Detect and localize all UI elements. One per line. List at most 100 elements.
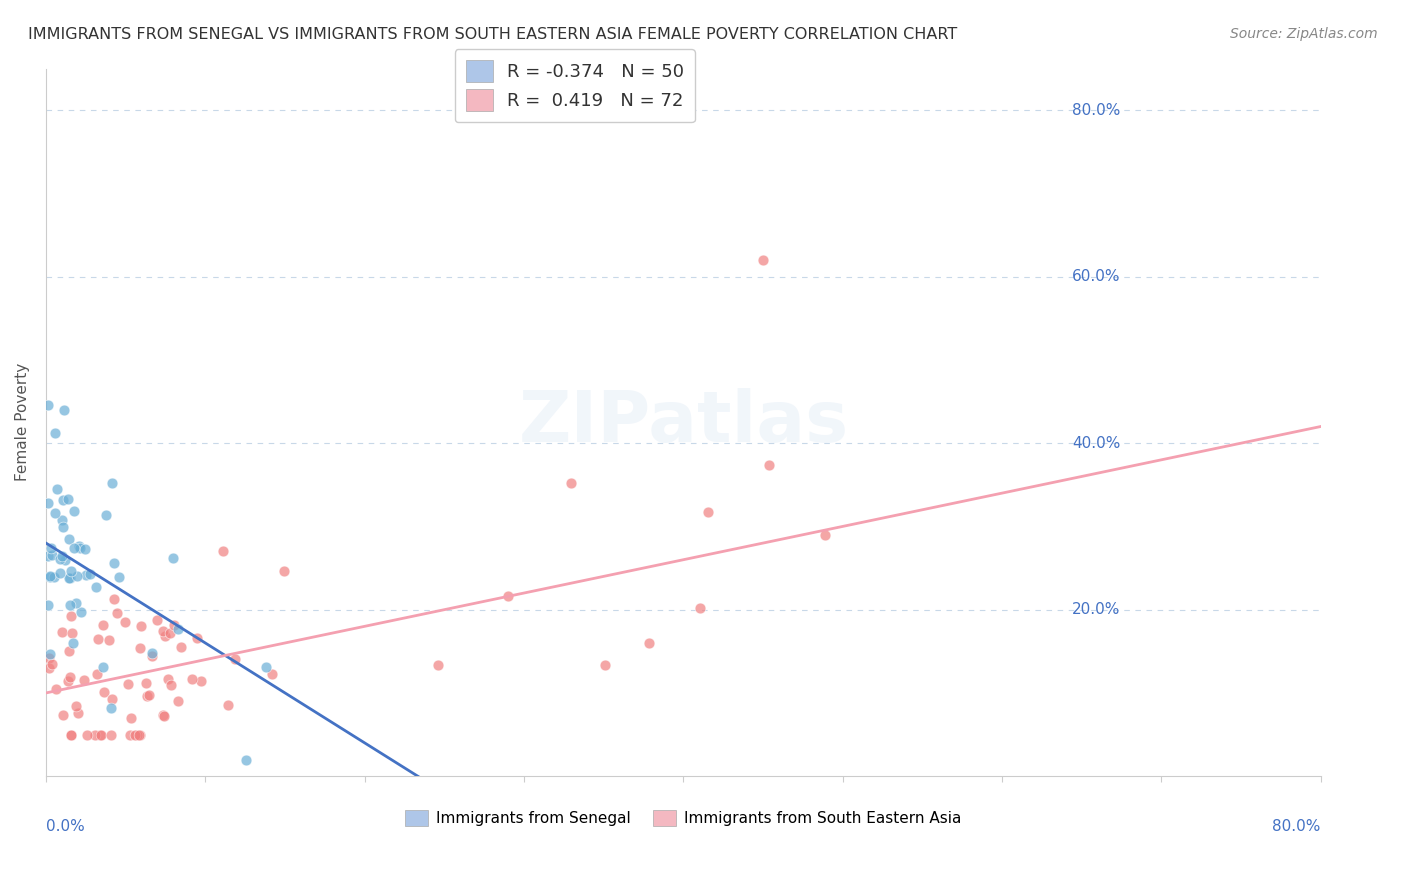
Point	[84, 580, 107, 594]
Point	[58, 571, 80, 585]
Point	[159, 626, 181, 640]
Point	[273, 564, 295, 578]
Point	[37, 397, 59, 411]
Point	[86, 667, 108, 681]
Point	[44, 506, 66, 520]
Text: Source: ZipAtlas.com: Source: ZipAtlas.com	[1230, 27, 1378, 41]
Point	[100, 692, 122, 706]
Point	[38, 647, 60, 661]
Point	[141, 647, 163, 661]
Point	[76, 727, 98, 741]
Point	[70, 605, 93, 619]
Point	[426, 658, 449, 673]
Point	[235, 753, 257, 767]
Point	[118, 727, 141, 741]
Point	[41, 549, 63, 563]
Point	[752, 252, 775, 267]
Point	[153, 629, 176, 643]
Point	[38, 661, 60, 675]
Y-axis label: Female Poverty: Female Poverty	[15, 363, 30, 482]
Point	[689, 600, 711, 615]
Point	[59, 670, 82, 684]
Point	[63, 541, 86, 555]
Point	[138, 688, 160, 702]
Point	[125, 727, 148, 741]
Point	[114, 615, 136, 629]
Point	[44, 426, 66, 441]
Text: ZIPatlas: ZIPatlas	[519, 388, 848, 457]
Point	[65, 699, 87, 714]
Point	[39, 541, 62, 555]
Point	[51, 513, 73, 527]
Point	[79, 567, 101, 582]
Point	[58, 532, 80, 546]
Point	[60, 727, 83, 741]
Point	[120, 711, 142, 725]
Point	[103, 591, 125, 606]
Point	[75, 567, 97, 582]
Point	[69, 541, 91, 555]
Point	[262, 666, 284, 681]
Point	[128, 727, 150, 741]
Point	[190, 673, 212, 688]
Point	[135, 676, 157, 690]
Point	[66, 706, 89, 720]
Point	[91, 617, 114, 632]
Point	[89, 727, 111, 741]
Point	[73, 673, 96, 687]
Point	[62, 635, 84, 649]
Point	[56, 492, 79, 507]
Point	[560, 475, 582, 490]
Point	[124, 727, 146, 741]
Point	[91, 660, 114, 674]
Point	[59, 598, 82, 612]
Point	[65, 595, 87, 609]
Point	[53, 552, 76, 566]
Text: 40.0%: 40.0%	[1073, 435, 1121, 450]
Point	[224, 652, 246, 666]
Point	[100, 701, 122, 715]
Point	[84, 727, 107, 741]
Point	[67, 539, 90, 553]
Point	[217, 698, 239, 712]
Point	[152, 624, 174, 638]
Point	[141, 649, 163, 664]
Point	[180, 672, 202, 686]
Text: 60.0%: 60.0%	[1073, 269, 1121, 285]
Text: 80.0%: 80.0%	[1073, 103, 1121, 118]
Point	[100, 727, 122, 741]
Point	[166, 694, 188, 708]
Point	[593, 658, 616, 673]
Point	[496, 589, 519, 603]
Point	[38, 569, 60, 583]
Point	[75, 542, 97, 557]
Point	[212, 544, 235, 558]
Point	[156, 673, 179, 687]
Point	[41, 657, 63, 671]
Point	[62, 504, 84, 518]
Point	[108, 570, 131, 584]
Point	[162, 551, 184, 566]
Point	[101, 475, 124, 490]
Point	[49, 566, 72, 580]
Point	[37, 496, 59, 510]
Point	[39, 570, 62, 584]
Text: 0.0%: 0.0%	[46, 819, 84, 834]
Point	[117, 676, 139, 690]
Point	[758, 458, 780, 472]
Point	[59, 571, 82, 585]
Point	[56, 674, 79, 689]
Point	[146, 613, 169, 627]
Point	[38, 650, 60, 665]
Point	[44, 570, 66, 584]
Point	[129, 619, 152, 633]
Point	[52, 520, 75, 534]
Point	[136, 689, 159, 703]
Point	[37, 549, 59, 564]
Text: IMMIGRANTS FROM SENEGAL VS IMMIGRANTS FROM SOUTH EASTERN ASIA FEMALE POVERTY COR: IMMIGRANTS FROM SENEGAL VS IMMIGRANTS FR…	[28, 27, 957, 42]
Point	[87, 632, 110, 647]
Point	[48, 551, 70, 566]
Point	[186, 632, 208, 646]
Text: 80.0%: 80.0%	[1272, 819, 1320, 834]
Point	[105, 606, 128, 620]
